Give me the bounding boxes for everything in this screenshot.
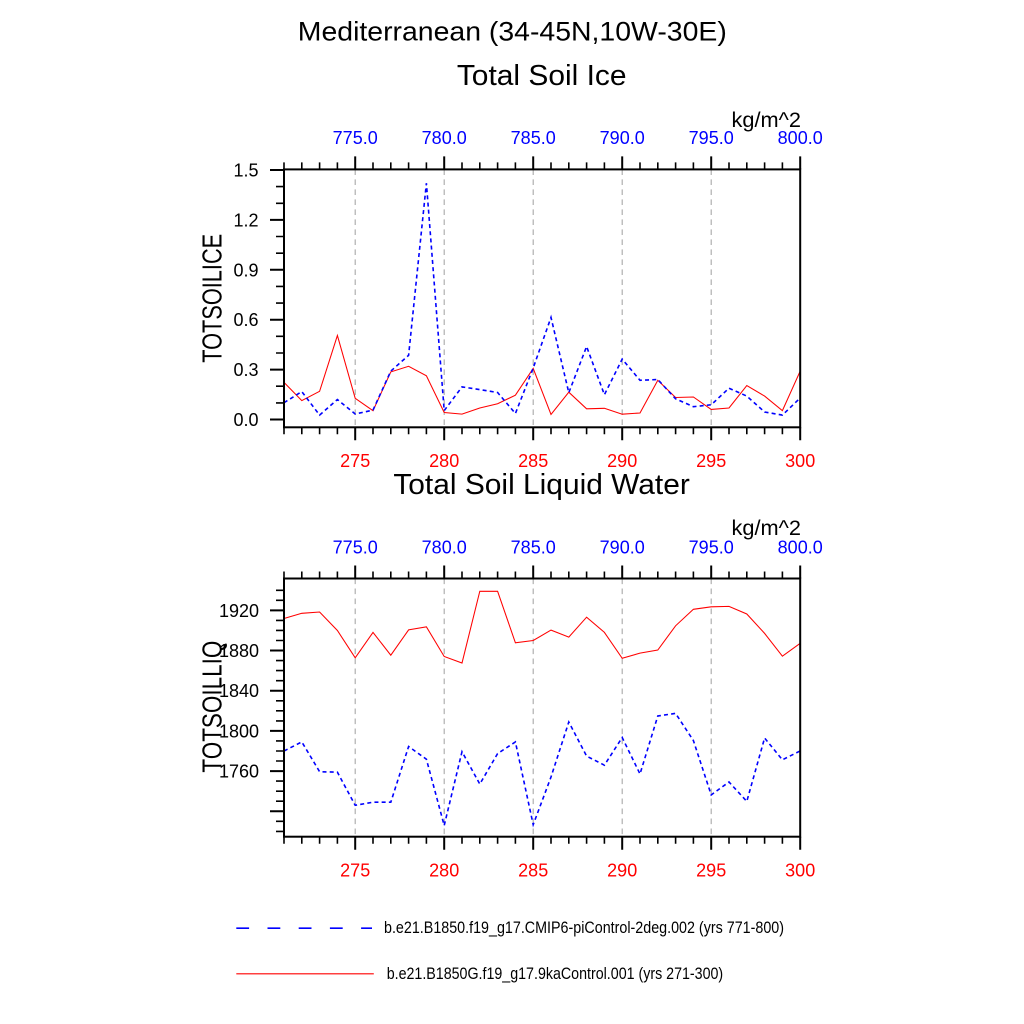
svg-text:300: 300 (785, 861, 815, 881)
svg-text:1880: 1880 (219, 641, 259, 661)
svg-text:b.e21.B1850.f19_g17.CMIP6-piCo: b.e21.B1850.f19_g17.CMIP6-piControl-2deg… (384, 918, 784, 937)
svg-text:775.0: 775.0 (333, 128, 378, 148)
svg-text:295: 295 (696, 861, 726, 881)
svg-text:800.0: 800.0 (778, 537, 823, 557)
svg-text:775.0: 775.0 (333, 537, 378, 557)
svg-text:280: 280 (429, 451, 459, 471)
svg-text:780.0: 780.0 (422, 537, 467, 557)
svg-text:790.0: 790.0 (600, 128, 645, 148)
svg-text:1.5: 1.5 (233, 161, 258, 181)
svg-text:285: 285 (518, 451, 548, 471)
svg-text:b.e21.B1850G.f19_g17.9kaContro: b.e21.B1850G.f19_g17.9kaControl.001 (yrs… (387, 964, 724, 983)
svg-text:275: 275 (340, 451, 370, 471)
svg-text:295: 295 (696, 451, 726, 471)
svg-text:785.0: 785.0 (511, 128, 556, 148)
svg-text:1760: 1760 (219, 762, 259, 782)
svg-text:kg/m^2: kg/m^2 (732, 517, 802, 540)
svg-text:795.0: 795.0 (689, 537, 734, 557)
svg-text:285: 285 (518, 861, 548, 881)
svg-text:1840: 1840 (219, 681, 259, 701)
svg-text:795.0: 795.0 (689, 128, 734, 148)
svg-text:1.2: 1.2 (233, 210, 258, 230)
svg-text:1920: 1920 (219, 601, 259, 621)
svg-text:785.0: 785.0 (511, 537, 556, 557)
svg-text:0.9: 0.9 (233, 260, 258, 280)
svg-text:0.0: 0.0 (233, 410, 258, 430)
svg-text:1800: 1800 (219, 721, 259, 741)
svg-text:800.0: 800.0 (778, 128, 823, 148)
svg-text:790.0: 790.0 (600, 537, 645, 557)
svg-text:Mediterranean (34-45N,10W-30E): Mediterranean (34-45N,10W-30E) (298, 17, 727, 47)
svg-text:300: 300 (785, 451, 815, 471)
svg-text:780.0: 780.0 (422, 128, 467, 148)
svg-text:275: 275 (340, 861, 370, 881)
svg-text:TOTSOILICE: TOTSOILICE (196, 234, 227, 363)
svg-text:kg/m^2: kg/m^2 (732, 109, 802, 132)
svg-text:TOTSOILLIQ: TOTSOILLIQ (196, 641, 227, 773)
svg-text:0.6: 0.6 (233, 310, 258, 330)
svg-text:Total Soil Ice: Total Soil Ice (457, 60, 627, 92)
svg-text:0.3: 0.3 (233, 360, 258, 380)
svg-text:290: 290 (607, 861, 637, 881)
svg-text:280: 280 (429, 861, 459, 881)
svg-text:290: 290 (607, 451, 637, 471)
svg-text:Total Soil Liquid Water: Total Soil Liquid Water (393, 469, 690, 501)
